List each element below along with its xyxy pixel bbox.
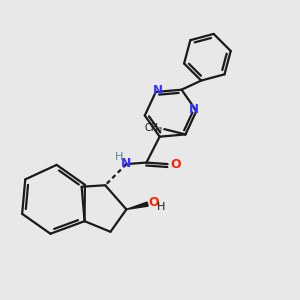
Text: N: N: [121, 157, 131, 170]
Text: CH₃: CH₃: [145, 123, 163, 133]
Text: H: H: [157, 202, 165, 212]
Polygon shape: [126, 202, 148, 209]
Text: N: N: [153, 84, 163, 97]
Text: O: O: [171, 158, 181, 171]
Text: O: O: [149, 196, 159, 209]
Text: N: N: [189, 103, 199, 116]
Text: H: H: [115, 152, 123, 162]
